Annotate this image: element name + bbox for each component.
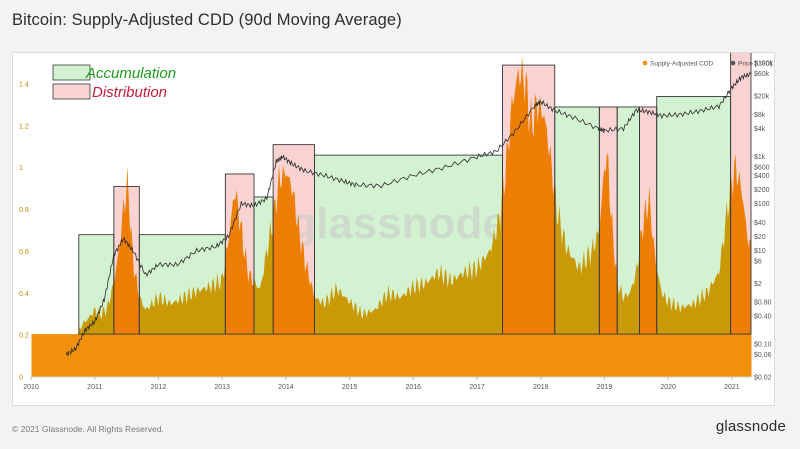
x-tick-label-2014: 2014 (278, 384, 294, 391)
x-tick-label-2019: 2019 (597, 384, 613, 391)
x-tick-label-2013: 2013 (214, 384, 230, 391)
x-tick-label-2011: 2011 (87, 384, 102, 391)
y-right-tick-label-$40: $40 (754, 220, 766, 227)
legend-cdd-label: Supply-Adjusted CDD (650, 61, 714, 68)
y-left-tick-label-1: 1 (19, 165, 23, 172)
y-right-tick-label-$100k: $100k (754, 61, 774, 68)
legend-price-dot (730, 60, 736, 66)
y-right-tick-label-$600: $600 (754, 165, 770, 172)
zone-border-layer (78, 52, 752, 335)
glassnode-logo[interactable]: glassnode (715, 418, 786, 435)
y-right-tick-label-$8k: $8k (754, 112, 766, 119)
distribution-label: Distribution (92, 84, 167, 101)
copyright-text: © 2021 Glassnode. All Rights Reserved. (12, 424, 164, 434)
legend: Supply-Adjusted CDD Price [USD] (642, 60, 772, 68)
y-left-tick-label-0.4: 0.4 (19, 291, 29, 298)
accumulation-swatch (52, 64, 91, 81)
axes-layer: 2010 2011 2012 2013 2014 2015 2016 2017 2018 2019… (19, 61, 774, 392)
cdd-area-low (31, 334, 751, 377)
y-left-tick-label-0.8: 0.8 (19, 207, 29, 214)
watermark-layer: glassnode (289, 199, 507, 248)
y-right-tick-label-$0.02: $0.02 (754, 375, 772, 382)
y-right-tick-label-$200: $200 (754, 187, 770, 194)
y-right-tick-label-$1k: $1k (754, 154, 766, 161)
watermark-text: glassnode (289, 199, 507, 248)
y-right-tick-label-$20: $20 (754, 234, 766, 241)
cdd-area-layer (31, 56, 752, 378)
chart-panel: glassnode 2010 2011 2012 2013 2014 2015 2016 20… (12, 52, 775, 406)
legend-price-label: Price [USD] (738, 61, 772, 68)
x-tick-label-2015: 2015 (342, 384, 358, 391)
y-right-tick-label-$0.06: $0.06 (754, 352, 772, 359)
y-right-tick-label-$0.80: $0.80 (754, 299, 772, 306)
chart-title: Bitcoin: Supply-Adjusted CDD (90d Moving… (12, 11, 402, 29)
x-tick-label-2012: 2012 (151, 384, 167, 391)
y-right-tick-label-$10: $10 (754, 248, 766, 255)
y-left-tick-label-0.6: 0.6 (19, 249, 29, 256)
x-tick-label-2021: 2021 (724, 384, 740, 391)
x-tick-label-2016: 2016 (406, 384, 422, 391)
x-tick-label-2018: 2018 (533, 384, 549, 391)
y-right-tick-label-$400: $400 (754, 173, 770, 180)
x-tick-label-2020: 2020 (660, 384, 676, 391)
x-tick-label-2017: 2017 (469, 384, 485, 391)
y-left-tick-label-0: 0 (19, 375, 23, 382)
x-tick-label-2010: 2010 (23, 384, 39, 391)
y-right-tick-label-$0.40: $0.40 (754, 314, 772, 321)
annotation-layer: Accumulation Distribution (52, 64, 176, 101)
cdd-area (31, 56, 751, 378)
y-right-tick-label-$0.10: $0.10 (754, 342, 772, 349)
distribution-swatch (52, 83, 91, 100)
zone-accumulation-10 (617, 106, 640, 335)
y-right-tick-label-$60k: $60k (754, 71, 770, 78)
zone-border-13 (730, 52, 752, 335)
y-left-tick-label-1.2: 1.2 (19, 123, 29, 130)
y-left-tick-label-1.4: 1.4 (19, 81, 29, 88)
y-left-tick-label-0.2: 0.2 (19, 333, 29, 340)
y-right-tick-label-$100: $100 (754, 201, 770, 208)
y-right-tick-label-$20k: $20k (754, 93, 770, 100)
y-right-tick-label-$4k: $4k (754, 126, 766, 133)
accumulation-label: Accumulation (85, 65, 176, 82)
y-right-tick-label-$6: $6 (754, 258, 762, 265)
y-right-tick-label-$2: $2 (754, 281, 762, 288)
legend-cdd-dot (642, 60, 648, 66)
chart-svg: glassnode 2010 2011 2012 2013 2014 2015 2016 20… (19, 52, 774, 392)
